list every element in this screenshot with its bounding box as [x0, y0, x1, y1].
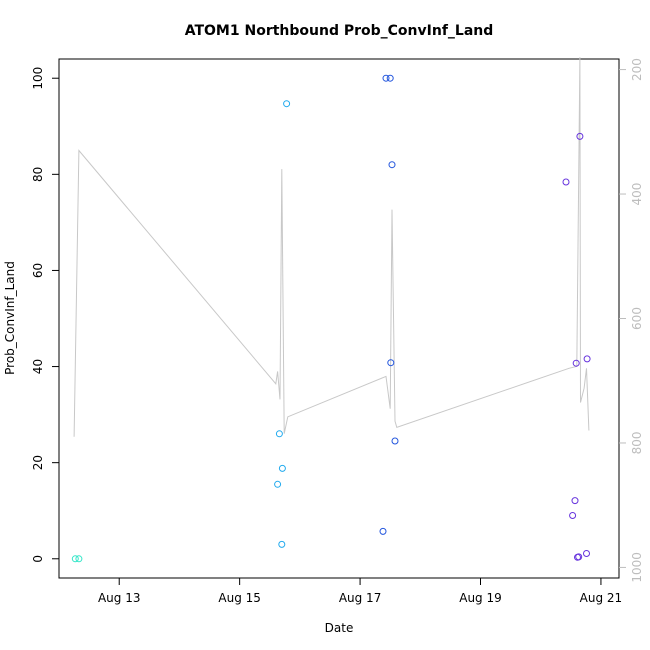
- data-point: [583, 355, 591, 363]
- plot-frame: [58, 58, 620, 579]
- y-tick-label: 80: [31, 167, 45, 182]
- x-axis: Aug 13 Aug 15 Aug 17 Aug 19 Aug 21: [98, 578, 622, 605]
- data-point: [278, 464, 286, 472]
- secondary-series-line: [73, 57, 590, 437]
- data-point: [387, 359, 395, 367]
- data-point: [572, 359, 580, 367]
- x-tick-label: Aug 17: [339, 591, 382, 605]
- data-point: [391, 437, 399, 445]
- x-tick-label: Aug 15: [218, 591, 261, 605]
- data-point: [274, 480, 282, 488]
- y-axis-label: Prob_ConvInf_Land: [3, 261, 17, 375]
- y2-tick-label: 200: [630, 58, 644, 81]
- secondary-y-axis: 200 400 600 800 1000: [619, 58, 644, 583]
- data-point: [386, 74, 394, 82]
- x-tick-label: Aug 21: [580, 591, 623, 605]
- data-point: [278, 540, 286, 548]
- x-tick-label: Aug 19: [459, 591, 502, 605]
- data-point: [576, 132, 584, 140]
- points-layer: [71, 74, 591, 563]
- y-tick-label: 60: [31, 263, 45, 278]
- y-tick-label: 40: [31, 359, 45, 374]
- data-point: [75, 555, 83, 563]
- data-point: [562, 178, 570, 186]
- x-tick-label: Aug 13: [98, 591, 141, 605]
- data-point: [382, 74, 390, 82]
- data-point: [275, 430, 283, 438]
- y-axis: 0 20 40 60 80 100: [31, 67, 59, 563]
- data-point: [583, 550, 590, 557]
- y-tick-label: 100: [31, 67, 45, 90]
- data-point: [571, 497, 579, 505]
- y2-tick-label: 800: [630, 432, 644, 455]
- secondary-line-layer: [73, 57, 590, 437]
- data-point: [575, 553, 583, 561]
- y2-tick-label: 1000: [630, 552, 644, 583]
- data-point: [569, 512, 577, 519]
- y-tick-label: 0: [31, 555, 45, 563]
- data-point: [379, 527, 387, 535]
- y-tick-label: 20: [31, 455, 45, 470]
- chart-title: ATOM1 Northbound Prob_ConvInf_Land: [185, 23, 494, 39]
- y2-tick-label: 600: [630, 307, 644, 330]
- y2-tick-label: 400: [630, 183, 644, 206]
- data-point: [283, 100, 291, 108]
- data-point: [71, 555, 79, 563]
- x-axis-label: Date: [325, 621, 354, 635]
- data-point: [388, 161, 396, 169]
